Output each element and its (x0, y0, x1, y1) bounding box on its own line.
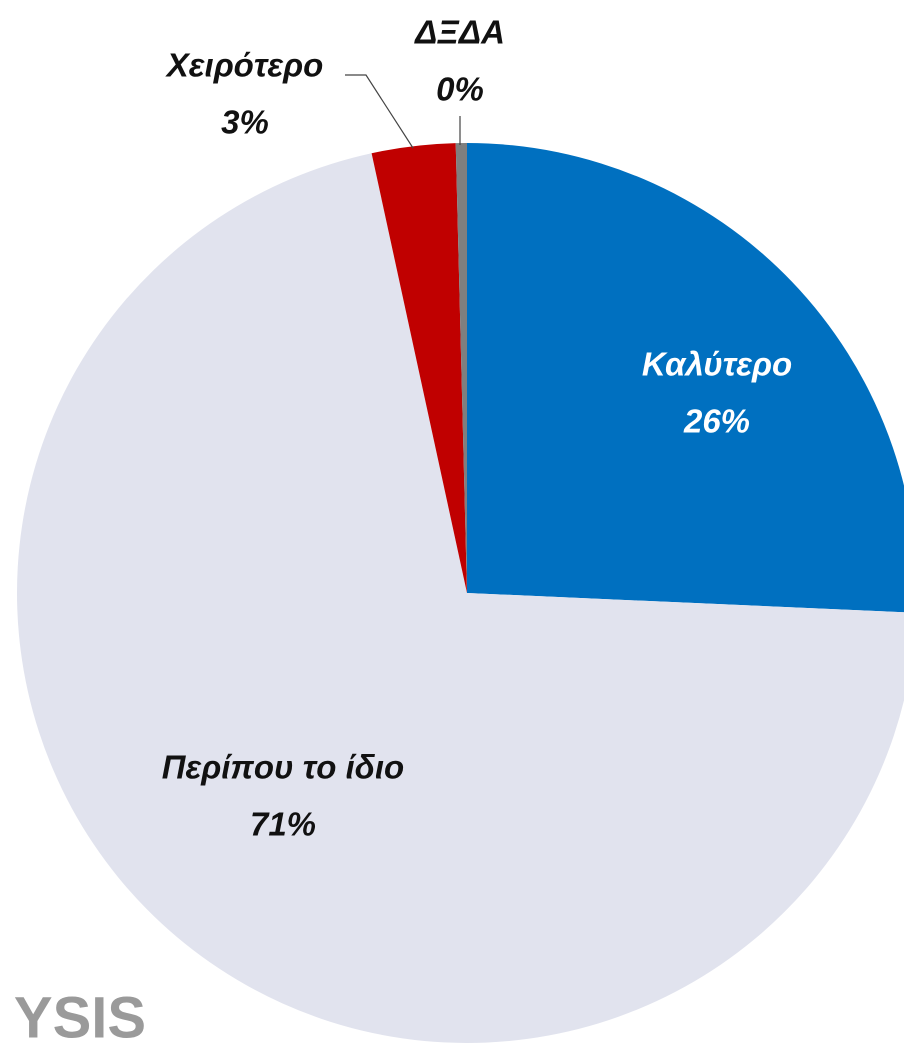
slice-value: 3% (221, 104, 269, 141)
logo: YSIS (14, 985, 146, 1043)
leader-line (345, 74, 414, 149)
slice-label: ΔΞΔΑ (413, 14, 505, 51)
pie-slice (455, 143, 467, 593)
pie-slice (467, 143, 904, 613)
pie-slice (371, 143, 467, 593)
slice-label: Χειρότερο (165, 47, 324, 84)
slice-value: 26% (683, 403, 750, 440)
slice-label: Περίπου το ίδιο (162, 749, 404, 786)
slice-value: 0% (436, 71, 484, 108)
slice-label: Καλύτερο (642, 346, 792, 383)
pie-slice (17, 153, 904, 1043)
slice-value: 71% (250, 806, 316, 843)
